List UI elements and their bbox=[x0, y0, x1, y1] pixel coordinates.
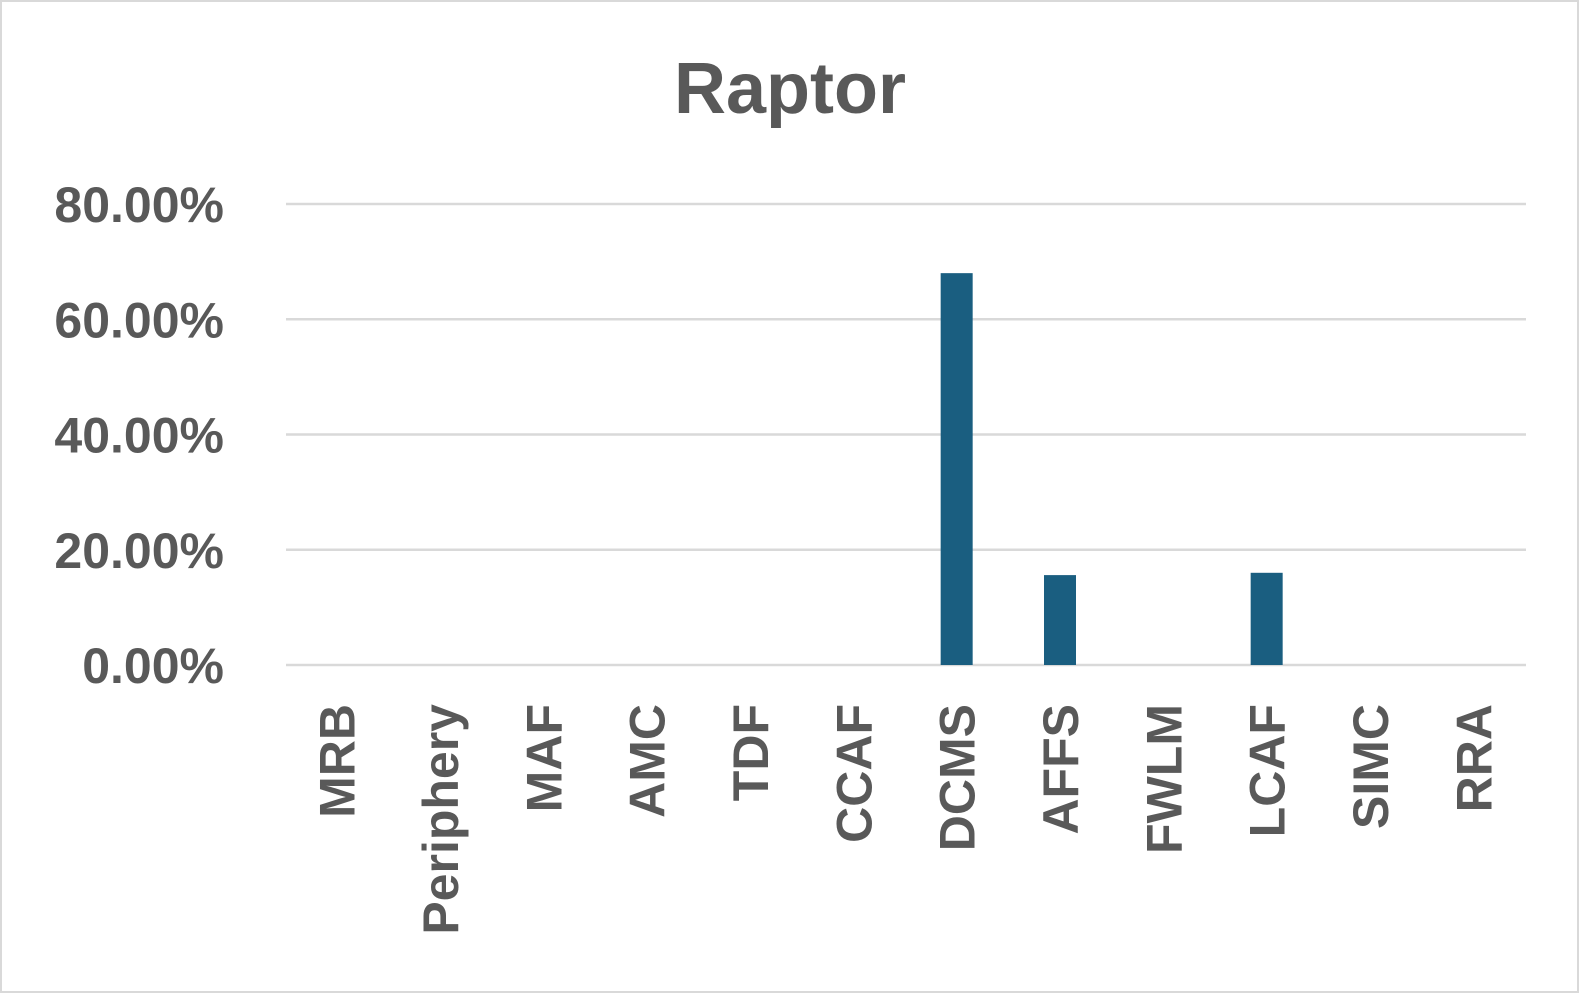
x-category-label-amc: AMC bbox=[620, 704, 676, 818]
bar-lcaf bbox=[1250, 572, 1283, 665]
x-category-label-lcaf: LCAF bbox=[1240, 704, 1296, 837]
x-category-label-mrb: MRB bbox=[310, 704, 366, 818]
bar-affs bbox=[1044, 575, 1076, 665]
chart-title: Raptor bbox=[674, 49, 906, 129]
x-category-label-maf: MAF bbox=[516, 704, 572, 812]
y-tick-label: 40.00% bbox=[54, 408, 224, 464]
y-tick-label: 80.00% bbox=[54, 177, 224, 233]
x-category-label-tdf: TDF bbox=[723, 704, 779, 801]
bar-dcms bbox=[940, 273, 973, 665]
y-tick-label: 20.00% bbox=[54, 523, 224, 579]
x-category-label-affs: AFFS bbox=[1033, 704, 1089, 835]
x-category-label-simc: SIMC bbox=[1343, 704, 1399, 829]
x-category-label-ccaf: CCAF bbox=[826, 704, 882, 843]
y-tick-label: 60.00% bbox=[54, 292, 224, 348]
y-axis-tick-labels: 0.00% 20.00% 40.00% 60.00% 80.00% bbox=[54, 177, 224, 694]
gridlines bbox=[286, 202, 1526, 667]
x-category-label-periphery: Periphery bbox=[413, 704, 469, 935]
x-category-label-rra: RRA bbox=[1446, 704, 1502, 812]
y-tick-label: 0.00% bbox=[82, 638, 224, 694]
x-category-label-fwlm: FWLM bbox=[1136, 704, 1192, 854]
bars bbox=[940, 273, 1283, 665]
x-category-label-dcms: DCMS bbox=[930, 704, 986, 851]
x-axis-category-labels: MRB Periphery MAF AMC TDF CCAF DCMS AFFS FWLM LCA… bbox=[310, 704, 1503, 935]
